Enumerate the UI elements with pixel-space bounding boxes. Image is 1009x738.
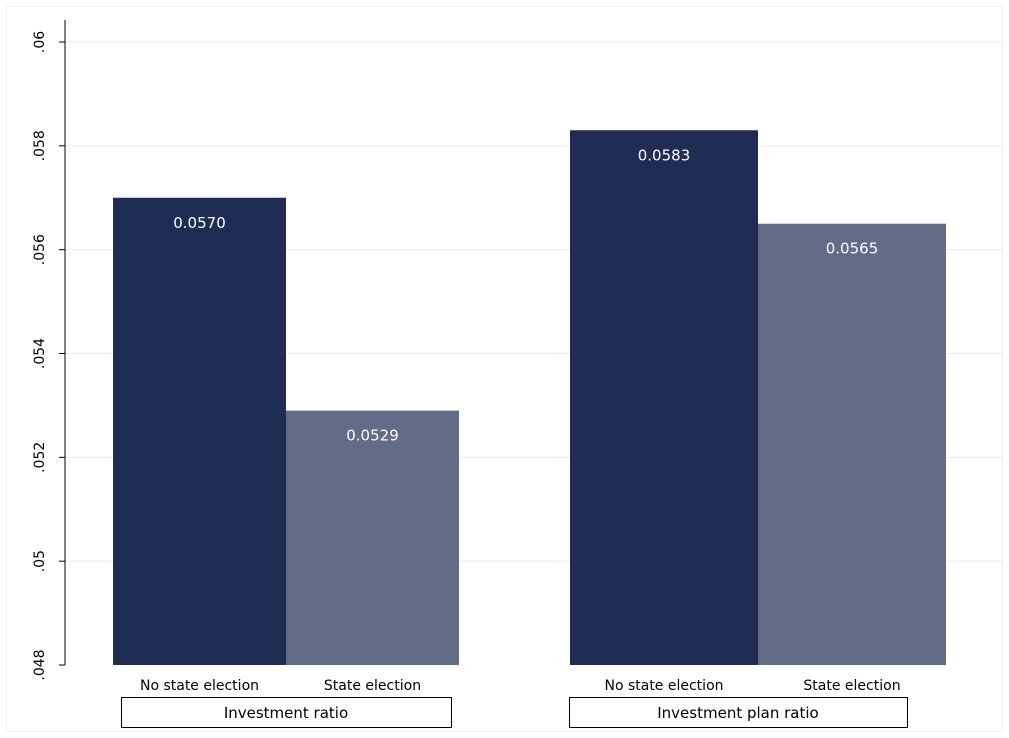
bar xyxy=(286,410,459,665)
y-tick-label: .054 xyxy=(32,338,48,369)
group-label-box xyxy=(121,697,452,728)
y-tick-label: .056 xyxy=(32,234,48,265)
label-layer: .048 .05 .052 .054 .056 .058 .06 0.0570 No state… xyxy=(32,31,901,722)
axis-layer xyxy=(59,20,908,728)
y-tick-label: .052 xyxy=(32,442,48,473)
group-label-box xyxy=(569,697,908,728)
bar xyxy=(113,197,286,665)
y-tick-label: .06 xyxy=(32,31,48,53)
bar xyxy=(758,223,946,666)
bar-value-label: 0.0565 xyxy=(826,240,879,258)
group-label: Investment plan ratio xyxy=(657,704,818,722)
bar-layer xyxy=(113,130,946,666)
y-tick-label: .048 xyxy=(32,649,48,680)
category-label: State election xyxy=(324,678,421,694)
bar-value-label: 0.0583 xyxy=(638,146,691,164)
bar-value-label: 0.0529 xyxy=(346,427,399,445)
bar xyxy=(570,130,758,666)
group-label: Investment ratio xyxy=(224,704,348,722)
category-label: No state election xyxy=(604,678,723,694)
category-label: No state election xyxy=(140,678,259,694)
category-label: State election xyxy=(803,678,900,694)
bar-value-label: 0.0570 xyxy=(173,214,226,232)
y-tick-label: .058 xyxy=(32,130,48,161)
y-tick-label: .05 xyxy=(32,550,48,572)
